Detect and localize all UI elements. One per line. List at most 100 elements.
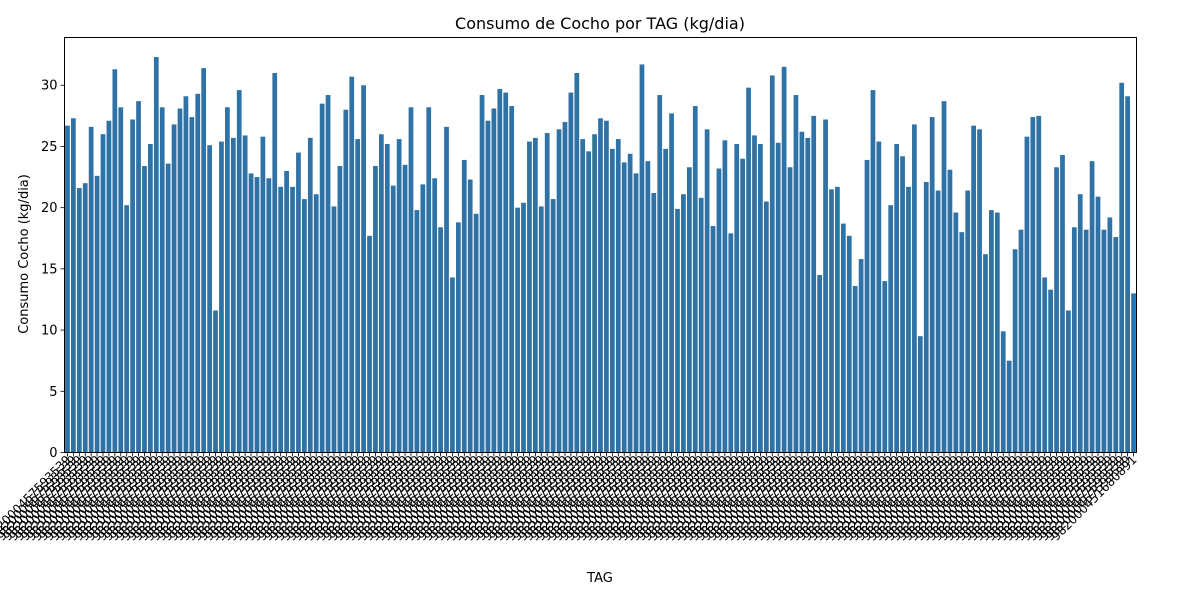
y-tick-label: 0 [49,446,57,461]
bar [515,207,520,453]
bar [260,136,266,453]
bar [840,223,846,453]
bar [485,120,491,453]
bar [461,159,467,453]
bar [236,90,242,453]
bar [142,166,147,453]
bar [663,148,669,453]
bar [467,179,473,453]
bar [148,144,153,453]
y-tick-label: 25 [41,140,58,155]
bar [787,167,793,453]
bar [1066,310,1071,453]
bar [609,148,615,453]
bar [592,134,597,453]
bar [971,125,976,453]
bar [734,144,740,453]
bar [864,159,870,453]
bar [1012,249,1018,453]
bar [130,119,135,453]
bar [177,108,183,453]
bar [479,95,485,453]
bar [604,120,609,453]
bar [989,210,994,453]
bar [651,192,657,453]
bar [195,93,201,453]
bar [852,286,858,453]
bar [894,144,899,453]
bar [408,107,414,453]
y-tick-label: 30 [41,79,58,94]
bar [1101,229,1107,453]
bar [444,126,449,453]
bar [455,222,461,453]
bar [681,194,686,453]
y-axis: 0 5 10 15 20 25 30 [41,79,65,461]
bar [1018,229,1024,453]
bar [225,107,230,453]
bar [692,106,698,453]
bar [242,135,248,453]
bar [319,103,325,453]
chart-title: Consumo de Cocho por TAG (kg/dia) [455,14,745,33]
y-tick-label: 5 [49,385,57,400]
bar [254,177,260,453]
bar [71,118,76,453]
bar [657,95,663,453]
bar [88,126,94,453]
bar [183,96,189,453]
bar [965,190,971,453]
bar [923,181,929,453]
bar [503,92,509,453]
bar [76,188,82,453]
bar [598,118,603,453]
bar [153,57,159,453]
bar [426,107,432,453]
bar [378,134,384,453]
bar [1036,115,1042,453]
bar [580,139,586,453]
bar [746,87,751,453]
bar [1089,161,1095,453]
y-tick-label: 10 [41,324,58,339]
bar [562,121,568,453]
bar [1030,117,1036,453]
bar [118,107,124,453]
bar [799,131,805,453]
y-tick-label: 20 [41,201,58,216]
bar [829,189,834,453]
bar [527,141,532,453]
bar [325,95,331,453]
bar [876,141,882,453]
bar [574,73,580,453]
y-tick-label: 15 [41,262,58,277]
bar [1071,227,1077,453]
bar [817,274,823,453]
bar [136,101,141,453]
bar [793,95,799,453]
bar [912,124,917,453]
bar [384,144,390,453]
bar [284,170,289,453]
bar [728,233,734,453]
bar [846,235,852,453]
bar [769,75,775,453]
bar [1077,194,1083,453]
bar [373,166,378,453]
bar [900,156,905,453]
bar [165,163,171,453]
bar [450,277,455,453]
bar [219,141,224,453]
bar [355,139,361,453]
bar [1024,136,1030,453]
x-axis-label: TAG [586,571,613,586]
bar [1060,155,1065,453]
bar [1054,167,1059,453]
bar [473,213,479,453]
bar [100,134,106,453]
bar [420,184,426,453]
bar [1000,331,1006,453]
bar [230,137,236,453]
bar [823,119,828,453]
